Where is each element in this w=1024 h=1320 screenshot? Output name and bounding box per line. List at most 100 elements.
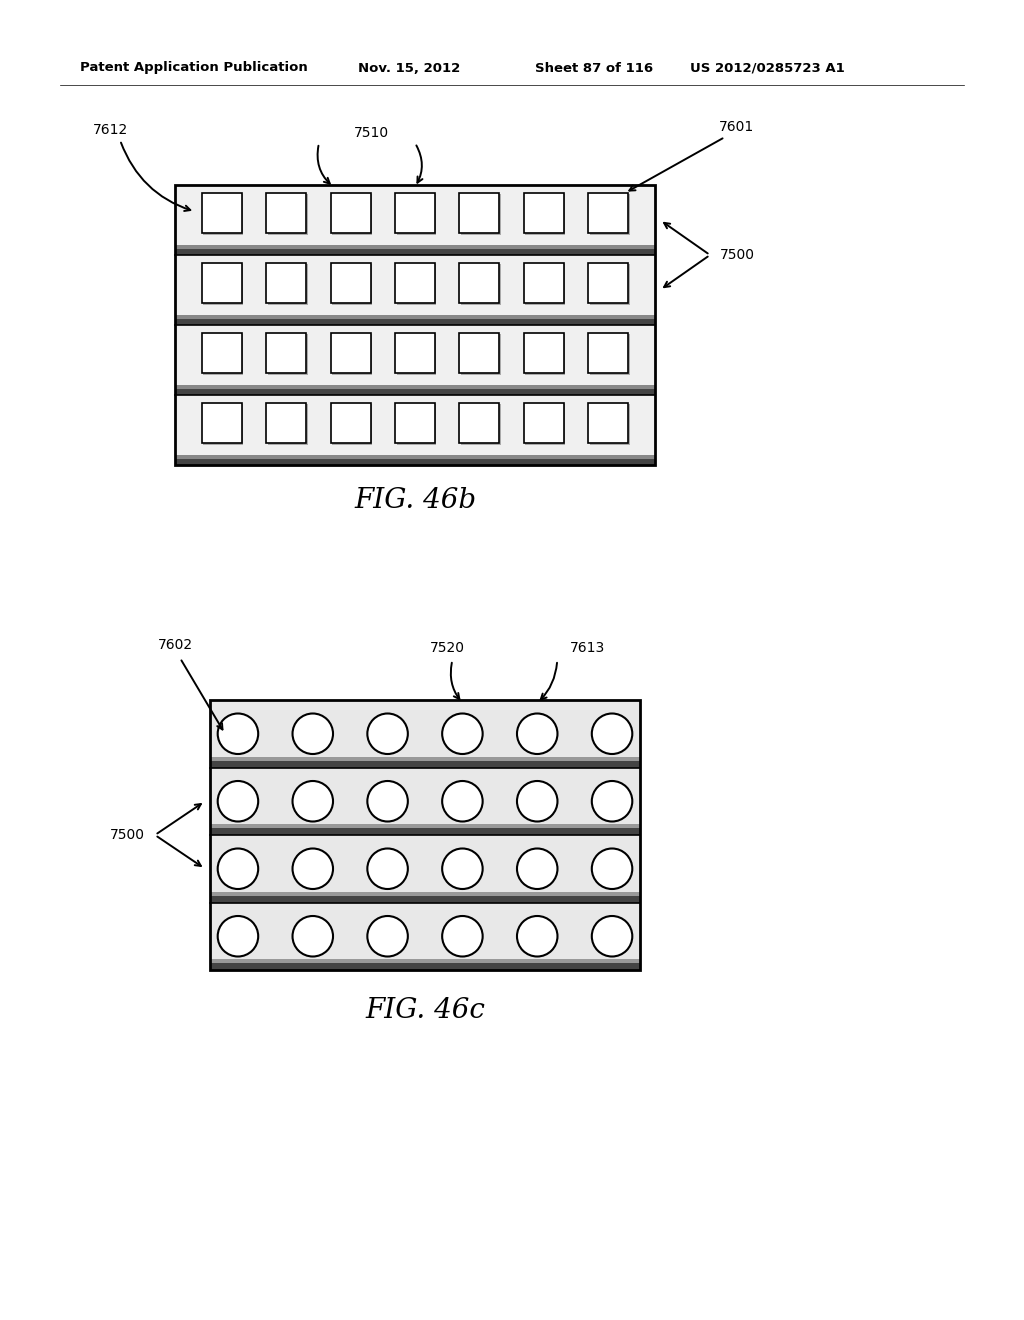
Text: Nov. 15, 2012: Nov. 15, 2012 [358, 62, 460, 74]
Bar [266, 333, 306, 374]
Bar [524, 403, 564, 444]
Circle shape [517, 781, 557, 821]
Bar [175, 314, 655, 318]
Bar [589, 403, 629, 444]
Bar [266, 403, 306, 444]
Bar [460, 403, 500, 444]
Bar [202, 333, 242, 374]
Text: Sheet 87 of 116: Sheet 87 of 116 [535, 62, 653, 74]
Bar [175, 244, 655, 248]
Bar [460, 333, 500, 374]
Circle shape [442, 781, 482, 821]
Bar [396, 194, 436, 235]
Bar [267, 404, 307, 445]
Bar [395, 333, 435, 374]
Bar [175, 248, 655, 255]
Bar [461, 404, 501, 445]
Text: 7510: 7510 [354, 125, 389, 140]
Bar [461, 264, 501, 305]
Text: FIG. 46c: FIG. 46c [366, 997, 485, 1023]
Circle shape [293, 714, 333, 754]
Bar [203, 264, 243, 305]
Bar [175, 384, 655, 388]
Bar [525, 194, 565, 235]
Bar [175, 454, 655, 459]
Bar [525, 404, 565, 445]
Bar [396, 334, 436, 375]
Bar [331, 193, 371, 234]
Text: 7500: 7500 [720, 248, 755, 261]
Bar [589, 263, 629, 304]
Bar [396, 264, 436, 305]
Bar [175, 318, 655, 325]
Circle shape [368, 849, 408, 888]
Bar [203, 334, 243, 375]
Bar [175, 325, 655, 395]
Bar [210, 767, 640, 836]
Bar [175, 185, 655, 465]
Bar [210, 964, 640, 970]
Bar [210, 960, 640, 964]
Bar [267, 194, 307, 235]
Circle shape [293, 781, 333, 821]
Bar [524, 193, 564, 234]
Bar [210, 756, 640, 760]
Text: 7601: 7601 [720, 120, 755, 135]
Bar [267, 264, 307, 305]
Bar [332, 194, 372, 235]
Bar [175, 255, 655, 325]
Bar [461, 334, 501, 375]
Bar [210, 836, 640, 903]
Text: US 2012/0285723 A1: US 2012/0285723 A1 [690, 62, 845, 74]
Circle shape [592, 714, 632, 754]
Bar [175, 395, 655, 465]
Bar [210, 760, 640, 767]
Bar [203, 194, 243, 235]
Circle shape [517, 916, 557, 957]
Bar [395, 403, 435, 444]
Circle shape [517, 714, 557, 754]
Text: 7500: 7500 [110, 828, 145, 842]
Circle shape [368, 916, 408, 957]
Circle shape [218, 781, 258, 821]
Bar [202, 263, 242, 304]
Bar [331, 333, 371, 374]
Circle shape [442, 714, 482, 754]
Circle shape [592, 849, 632, 888]
Circle shape [442, 916, 482, 957]
Circle shape [293, 849, 333, 888]
Bar [210, 892, 640, 896]
Bar [202, 403, 242, 444]
Bar [175, 459, 655, 465]
Bar [210, 824, 640, 828]
Bar [332, 264, 372, 305]
Bar [331, 263, 371, 304]
Bar [210, 700, 640, 767]
Circle shape [218, 916, 258, 957]
Bar [460, 193, 500, 234]
Text: 7612: 7612 [92, 123, 128, 137]
Bar [331, 403, 371, 444]
Text: FIG. 46b: FIG. 46b [354, 487, 476, 513]
Text: 7602: 7602 [158, 638, 193, 652]
Bar [175, 388, 655, 395]
Bar [175, 185, 655, 255]
Bar [210, 700, 640, 970]
Bar [589, 193, 629, 234]
Circle shape [592, 916, 632, 957]
Bar [210, 896, 640, 903]
Bar [590, 264, 630, 305]
Text: 7613: 7613 [569, 642, 605, 655]
Circle shape [218, 849, 258, 888]
Bar [460, 263, 500, 304]
Bar [395, 193, 435, 234]
Circle shape [517, 849, 557, 888]
Circle shape [442, 849, 482, 888]
Bar [395, 263, 435, 304]
Bar [203, 404, 243, 445]
Circle shape [218, 714, 258, 754]
Bar [524, 263, 564, 304]
Bar [525, 334, 565, 375]
Bar [332, 334, 372, 375]
Text: Patent Application Publication: Patent Application Publication [80, 62, 308, 74]
